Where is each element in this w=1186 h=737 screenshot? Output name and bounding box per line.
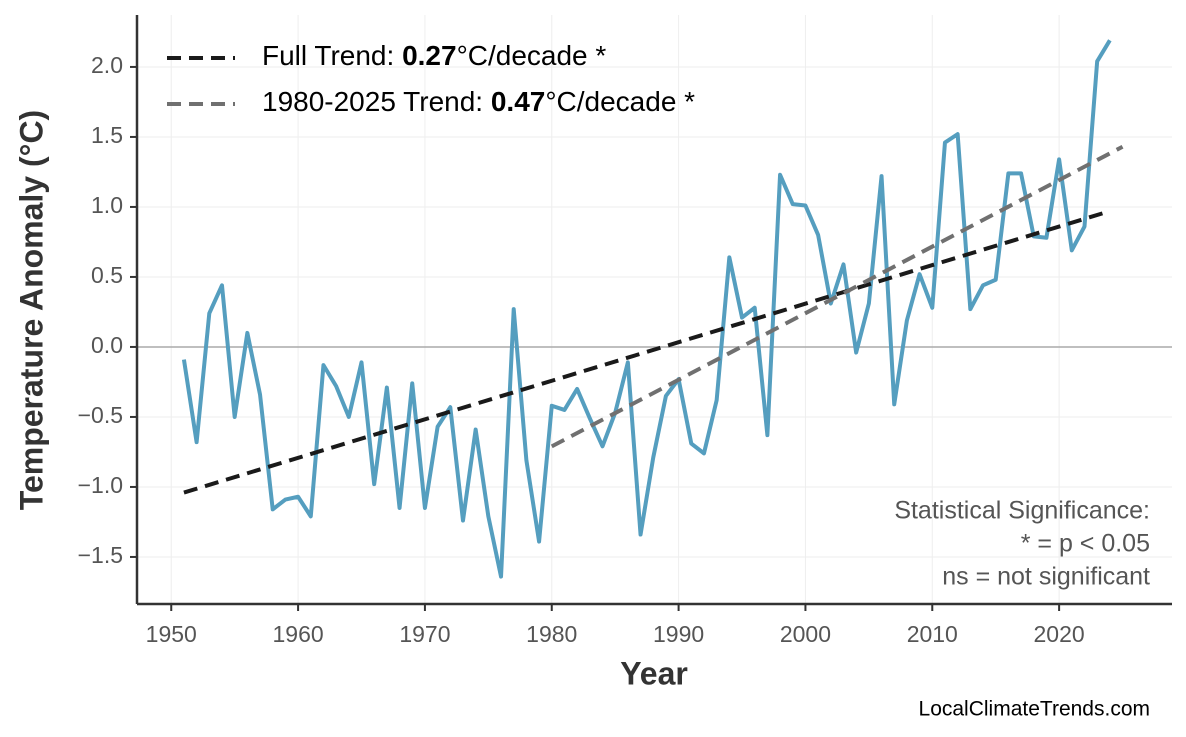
y-tick-label: −1.5: [78, 542, 123, 568]
y-tick-label: 0.5: [91, 262, 123, 288]
legend-label-part: °C/decade *: [457, 40, 607, 71]
source: LocalClimateTrends.com: [919, 698, 1150, 721]
y-tick-label: 1.5: [91, 122, 123, 148]
data-line: [181, 39, 1112, 579]
annotation: * = p < 0.05: [1021, 530, 1150, 558]
x-axis-title: Year: [620, 655, 688, 691]
x-tick-label: 2000: [780, 621, 831, 647]
y-axis-title: Temperature Anomaly (°C): [13, 110, 49, 510]
x-tick-label: 1950: [146, 621, 197, 647]
x-tick-label: 1980: [526, 621, 577, 647]
y-tick-label: −1.0: [78, 472, 123, 498]
trend-line: [550, 144, 1124, 449]
legend-label: 1980-2025 Trend: 0.47°C/decade *: [262, 86, 695, 117]
trend-line: [183, 209, 1111, 495]
y-tick-label: 1.0: [91, 192, 123, 218]
legend-label: Full Trend: 0.27°C/decade *: [262, 40, 606, 71]
y-tick-label: −0.5: [78, 402, 123, 428]
y-tick-label: 2.0: [91, 52, 123, 78]
legend-label-part: Full Trend:: [262, 40, 402, 71]
legend-label-part: 0.47: [491, 86, 546, 117]
annotation: ns = not significant: [942, 563, 1150, 591]
x-tick-label: 1970: [399, 621, 450, 647]
x-tick-label: 1990: [653, 621, 704, 647]
legend-label-part: 0.27: [402, 40, 457, 71]
annotation: Statistical Significance:: [894, 497, 1150, 525]
x-tick-label: 2020: [1034, 621, 1085, 647]
y-tick-label: 0.0: [91, 332, 123, 358]
x-tick-label: 2010: [907, 621, 958, 647]
legend-label-part: 1980-2025 Trend:: [262, 86, 491, 117]
legend-label-part: °C/decade *: [545, 86, 695, 117]
x-tick-label: 1960: [272, 621, 323, 647]
